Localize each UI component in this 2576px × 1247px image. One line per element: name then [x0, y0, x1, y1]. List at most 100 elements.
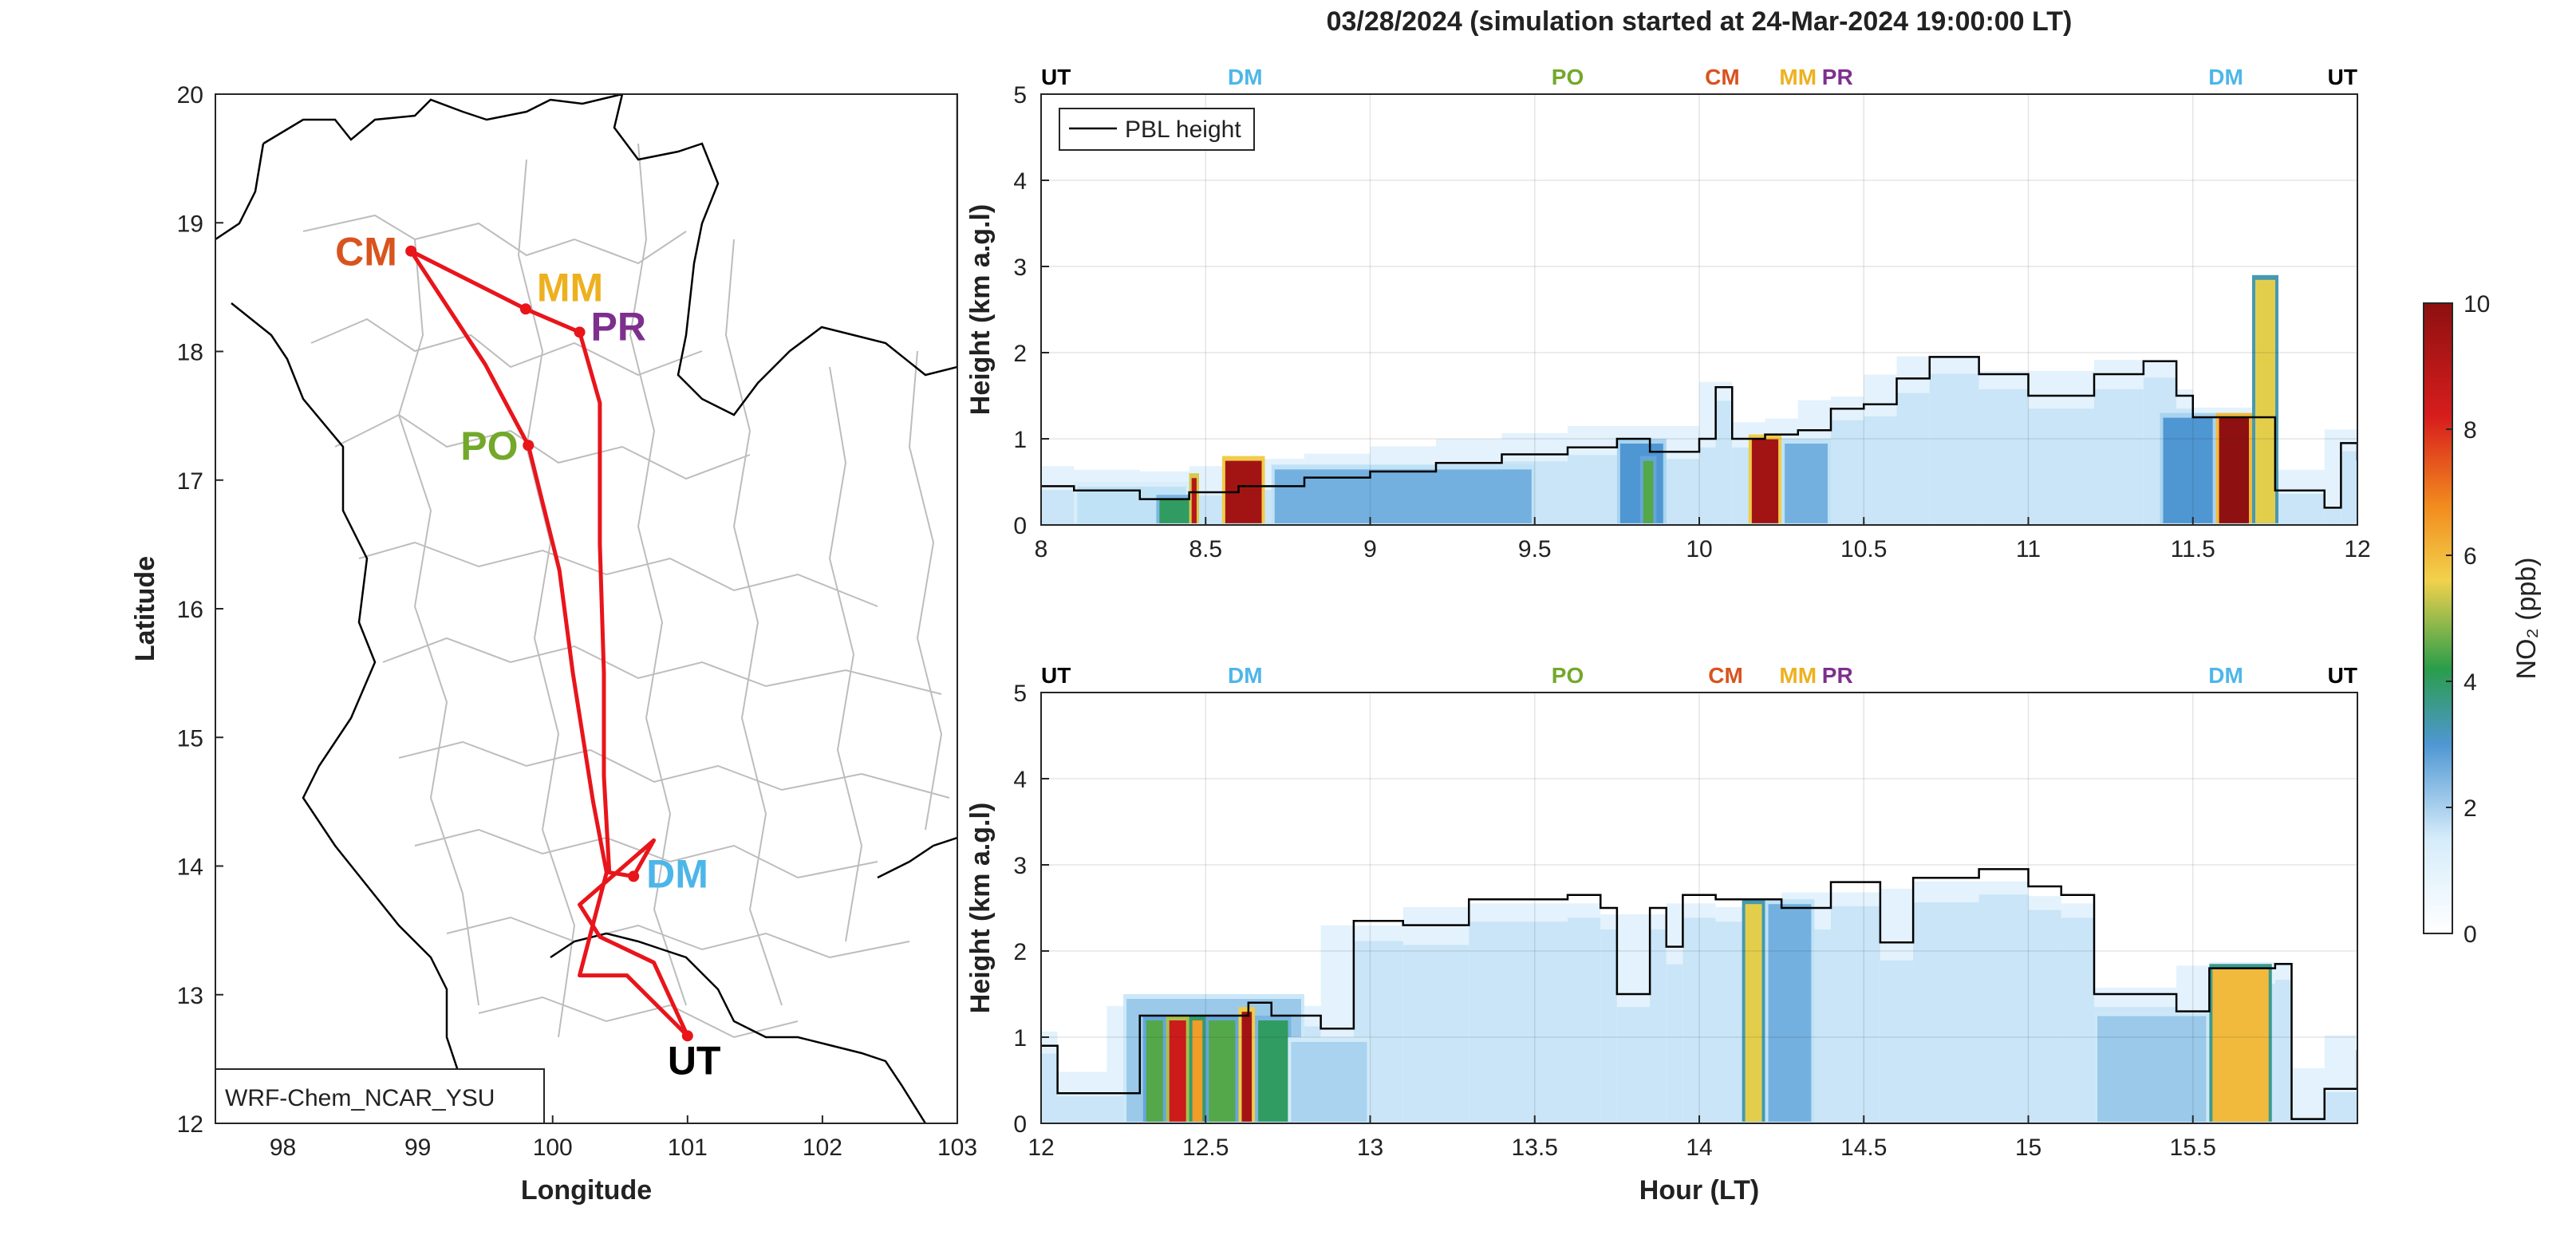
y-tick-label: 5 — [1013, 681, 1027, 707]
no2-column — [1209, 1020, 1236, 1122]
no2-boundary-layer — [1831, 420, 1864, 525]
y-tick-label: 3 — [1013, 853, 1027, 879]
colorbar-tick-label: 4 — [2464, 669, 2477, 696]
x-tick-label: 8.5 — [1189, 536, 1222, 562]
map-y-tick-label: 15 — [177, 725, 203, 752]
bottom-y-label: Height (km a.g.l) — [965, 803, 996, 1013]
no2-boundary-layer — [1978, 389, 2029, 525]
no2-boundary-layer — [1978, 894, 2029, 1123]
no2-column — [1169, 1020, 1186, 1122]
legend-box — [1059, 108, 1255, 151]
no2-haze — [2291, 1067, 2325, 1123]
no2-boundary-layer — [2324, 509, 2341, 525]
map-x-tick-label: 100 — [533, 1135, 573, 1161]
map-x-tick-label: 103 — [937, 1135, 977, 1161]
map-y-label: Latitude — [130, 556, 160, 661]
map-y-tick-label: 14 — [177, 854, 203, 881]
no2-boundary-layer — [1864, 416, 1897, 525]
top-y-ticks: 0 1 2 3 4 5 — [1013, 82, 1049, 539]
x-tick-label: 10 — [1686, 536, 1712, 562]
legend-label: PBL height — [1125, 116, 1241, 143]
bottom-site-labels: UT DM PO CM MM PR DM UT — [1041, 663, 2357, 688]
site-tag-po: PO — [1552, 663, 1584, 688]
x-tick-label: 12 — [1028, 1135, 1054, 1161]
site-dot-pr — [574, 326, 586, 338]
map-y-tick-label: 19 — [177, 211, 203, 237]
top-site-labels: UT DM PO CM MM PR DM UT — [1041, 65, 2357, 89]
no2-column — [1751, 439, 1779, 523]
no2-haze — [2324, 429, 2341, 525]
site-tag-pr: PR — [1822, 663, 1853, 688]
model-label-box — [215, 1068, 545, 1124]
map-y-tick-label: 20 — [177, 82, 203, 109]
x-tick-label: 9 — [1363, 536, 1377, 562]
no2-column — [2163, 417, 2213, 523]
site-label-po: PO — [460, 424, 518, 468]
no2-boundary-layer — [2028, 910, 2061, 1123]
no2-column — [1241, 1012, 1252, 1122]
top-x-ticks: 8 8.5 9 9.5 10 10.5 11 11.5 12 — [1035, 517, 2371, 562]
no2-boundary-layer — [1831, 906, 1880, 1123]
site-dot-po — [523, 440, 535, 452]
country-border — [215, 94, 957, 1123]
y-tick-label: 2 — [1013, 939, 1027, 965]
colorbar-tick-label: 6 — [2464, 543, 2477, 570]
no2-column — [1768, 904, 1812, 1122]
colorbar-label: NO₂ (ppb) — [2511, 557, 2542, 679]
top-pbl-line — [1041, 356, 2357, 509]
pbl-legend: PBL height — [1059, 108, 1255, 151]
colorbar-tick-label: 0 — [2464, 921, 2477, 948]
top-no2-field — [1041, 274, 2357, 525]
site-tag-ut: UT — [2328, 65, 2357, 89]
no2-boundary-layer — [2324, 1092, 2357, 1123]
no2-column — [1191, 478, 1197, 523]
x-tick-label: 14 — [1686, 1135, 1712, 1161]
no2-column — [2255, 279, 2275, 523]
colorbar: 0 2 4 6 8 10 NO₂ (ppb) — [2423, 291, 2542, 948]
map-x-tick-label: 99 — [404, 1135, 431, 1161]
y-tick-label: 0 — [1013, 513, 1027, 539]
y-tick-label: 3 — [1013, 255, 1027, 281]
bottom-x-ticks: 12 12.5 13 13.5 14 14.5 15 15.5 — [1028, 1115, 2216, 1161]
no2-boundary-layer — [2341, 451, 2357, 525]
no2-boundary-layer — [1469, 921, 1568, 1123]
bottom-y-ticks: 0 1 2 3 4 5 — [1013, 681, 1049, 1138]
x-tick-label: 12 — [2344, 536, 2370, 562]
x-tick-label: 11 — [2016, 536, 2041, 562]
no2-boundary-layer — [2291, 1119, 2325, 1123]
no2-column — [1159, 499, 1189, 523]
no2-boundary-layer — [1600, 929, 1617, 1123]
no2-boundary-layer — [2274, 980, 2292, 1123]
no2-boundary-layer — [1880, 960, 1914, 1123]
x-tick-label: 12.5 — [1182, 1135, 1229, 1161]
no2-boundary-layer — [1568, 455, 1617, 525]
no2-boundary-layer — [1682, 917, 1716, 1123]
no2-boundary-layer — [1041, 1053, 1058, 1123]
figure-title: 03/28/2024 (simulation started at 24-Mar… — [1327, 6, 2073, 37]
no2-column — [1146, 1020, 1163, 1122]
x-tick-label: 9.5 — [1518, 536, 1552, 562]
no2-boundary-layer — [1715, 921, 1742, 1123]
y-tick-label: 1 — [1013, 427, 1027, 453]
y-tick-label: 4 — [1013, 168, 1027, 195]
x-tick-label: 15.5 — [2170, 1135, 2216, 1161]
no2-boundary-layer — [1666, 964, 1683, 1123]
no2-column — [1643, 460, 1654, 523]
map-axes-box — [215, 94, 957, 1123]
no2-column — [2097, 1016, 2207, 1122]
no2-column — [1258, 1020, 1288, 1122]
site-tag-mm: MM — [1779, 65, 1817, 89]
no2-boundary-layer — [1699, 447, 1716, 525]
no2-column — [1745, 904, 1762, 1122]
site-label-pr: PR — [591, 304, 646, 349]
site-tag-ut: UT — [2328, 663, 2357, 688]
no2-column — [2219, 417, 2249, 523]
bottom-pbl-line — [1041, 868, 2357, 1120]
no2-boundary-layer — [1616, 1007, 1651, 1123]
colorbar-tick-label: 8 — [2464, 417, 2477, 444]
province-boundaries — [302, 143, 950, 1039]
site-tag-dm: DM — [2208, 663, 2243, 688]
route-line — [408, 249, 690, 1038]
no2-boundary-layer — [1041, 490, 1075, 525]
